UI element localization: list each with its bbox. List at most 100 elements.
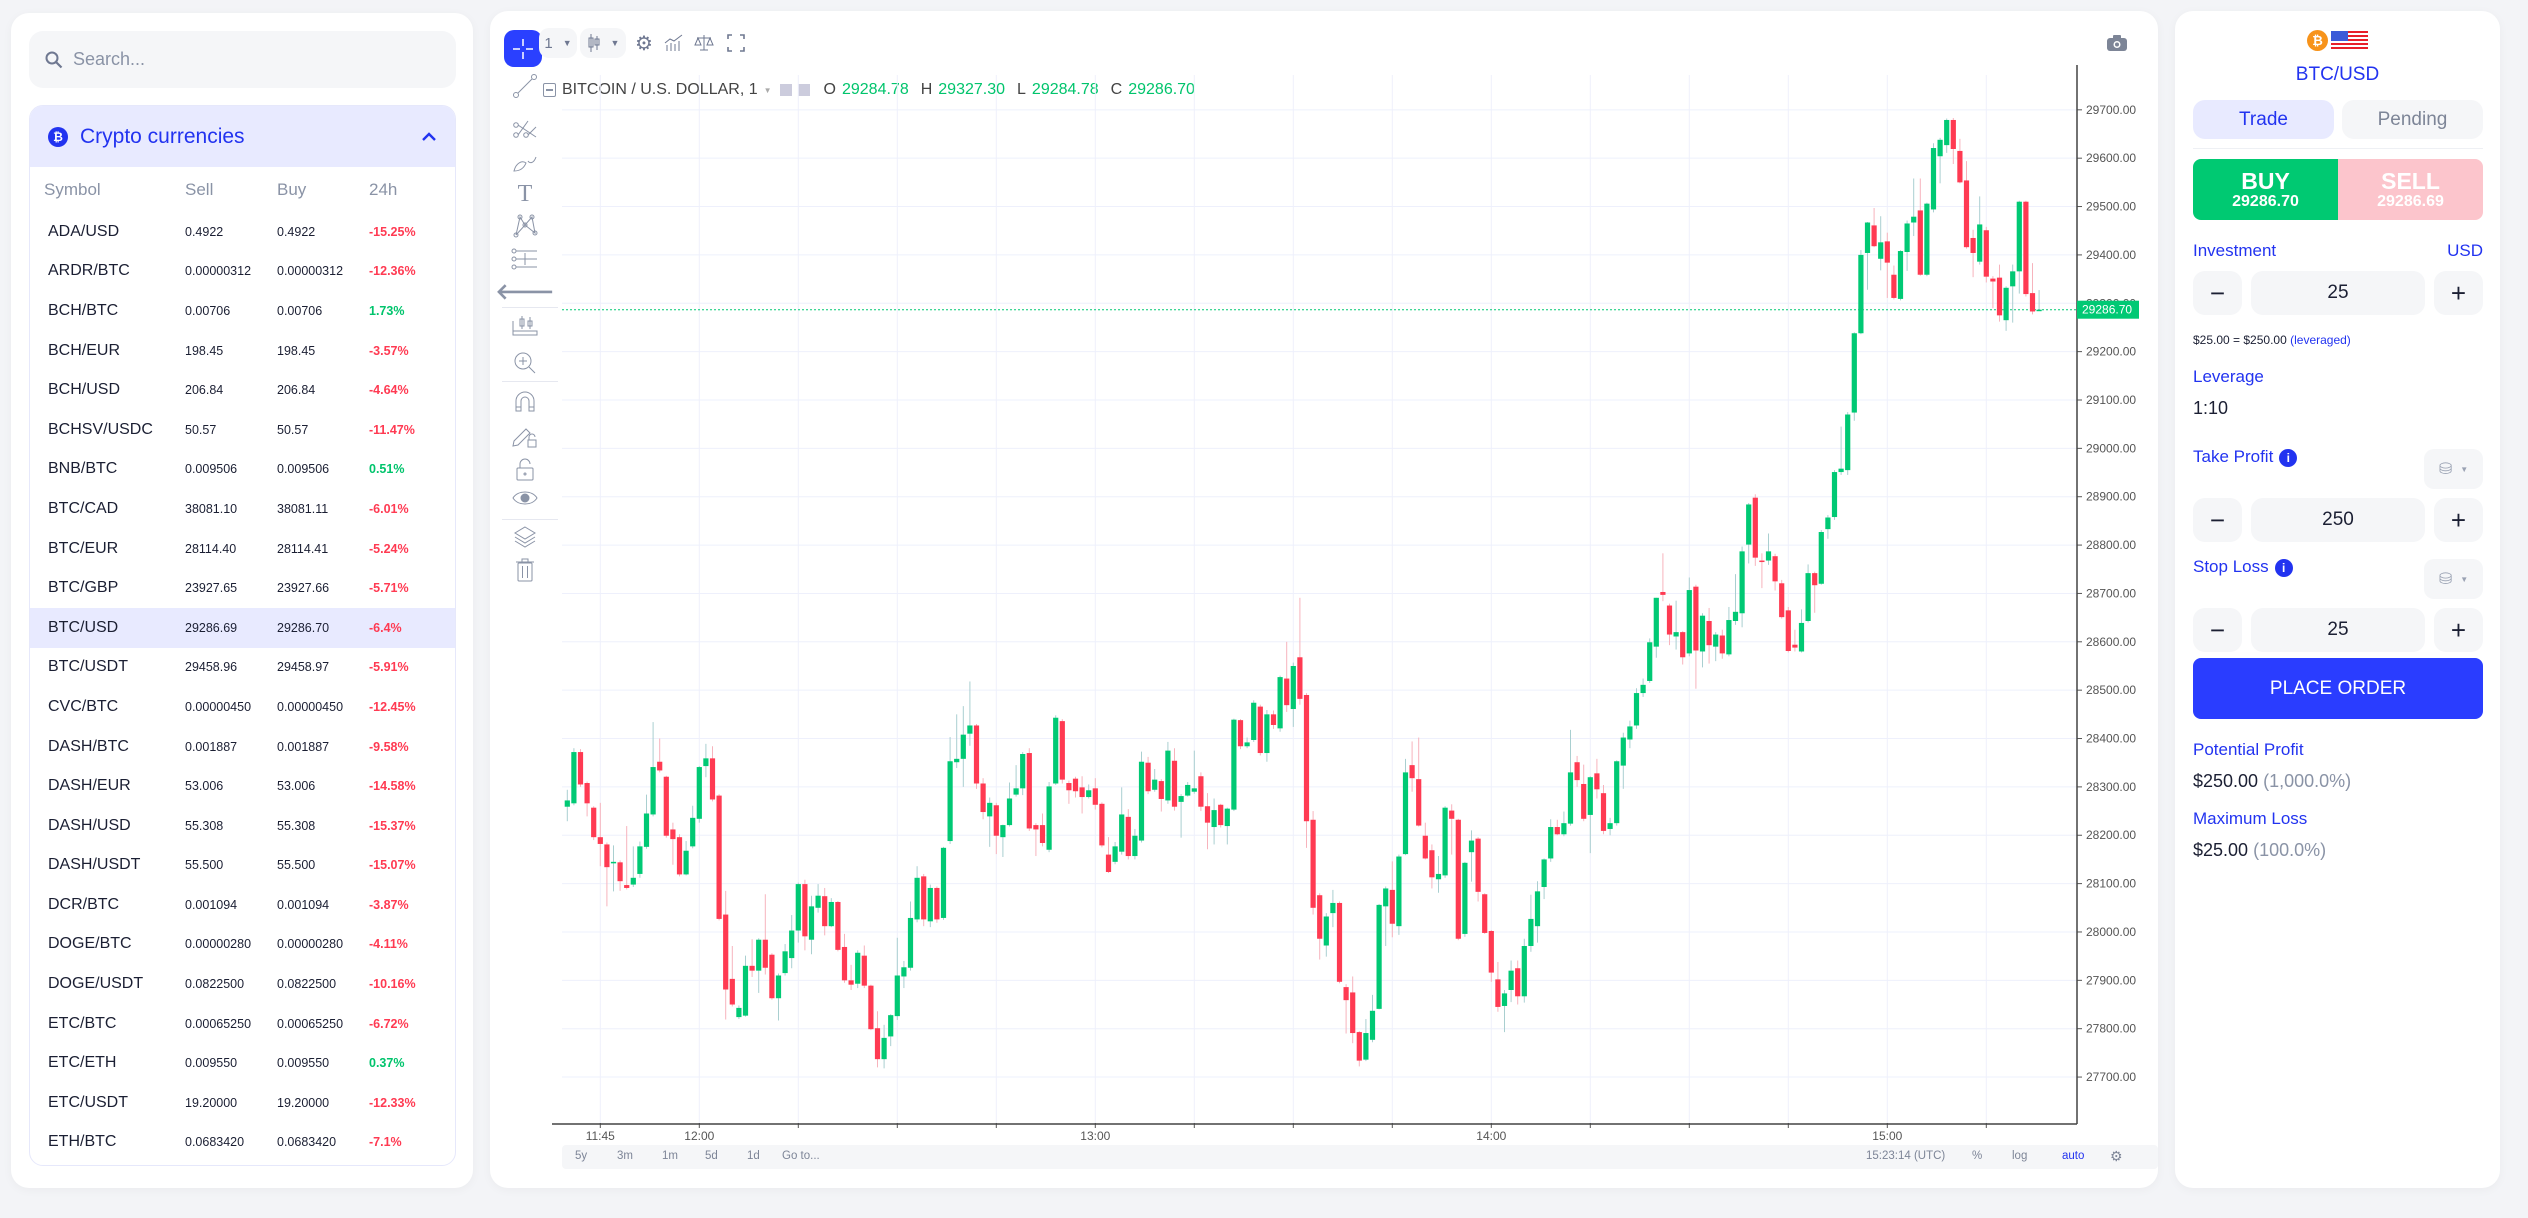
sell-button[interactable]: SELL 29286.69 (2338, 159, 2483, 220)
crypto-category-header[interactable]: ₿ Crypto currencies (30, 106, 455, 167)
watchlist-row[interactable]: ETC/BTC 0.00065250 0.00065250 -6.72% (30, 1004, 455, 1044)
range-5y[interactable]: 5y (575, 1150, 588, 1162)
investment-decrease-button[interactable]: − (2193, 271, 2242, 315)
candles-icon (588, 34, 600, 52)
percent-scale-toggle[interactable]: % (1972, 1150, 1983, 1162)
remove-drawings-tool[interactable] (490, 558, 560, 582)
compare-button[interactable] (692, 31, 716, 55)
fullscreen-button[interactable] (724, 31, 748, 55)
watchlist-row[interactable]: BTC/EUR 28114.40 28114.41 -5.24% (30, 529, 455, 569)
search-input[interactable] (73, 49, 433, 70)
trend-line-tool[interactable] (490, 73, 560, 99)
visibility-tool[interactable] (490, 489, 560, 507)
row-24h-change: -3.87% (369, 897, 409, 912)
search-box[interactable] (29, 31, 456, 88)
watchlist-row[interactable]: CVC/BTC 0.00000450 0.00000450 -12.45% (30, 687, 455, 727)
take-profit-increase-button[interactable]: + (2434, 498, 2483, 542)
take-profit-mode-dropdown[interactable]: ⛁ ▼ (2424, 449, 2483, 489)
stop-loss-input[interactable]: 25 (2251, 608, 2425, 652)
watchlist-row[interactable]: DASH/USD 55.308 55.308 -15.37% (30, 806, 455, 846)
stop-loss-increase-button[interactable]: + (2434, 608, 2483, 652)
auto-scale-toggle[interactable]: auto (2062, 1150, 2085, 1162)
place-order-button[interactable]: PLACE ORDER (2193, 658, 2483, 719)
row-24h-change: 0.37% (369, 1056, 405, 1071)
row-sell-price: 29458.96 (185, 660, 238, 675)
row-sell-price: 0.00706 (185, 303, 231, 318)
range-1d[interactable]: 1d (747, 1150, 760, 1162)
back-button[interactable]: 🡐 (490, 279, 560, 305)
pitchfork-tool[interactable] (490, 119, 560, 141)
watchlist-row[interactable]: BNB/BTC 0.009506 0.009506 0.51% (30, 450, 455, 490)
watchlist-row[interactable]: ARDR/BTC 0.00000312 0.00000312 -12.36% (30, 252, 455, 292)
watchlist-row[interactable]: DOGE/USDT 0.0822500 0.0822500 -10.16% (30, 964, 455, 1004)
info-icon[interactable]: i (2279, 448, 2298, 467)
watchlist-row[interactable]: BCH/USD 206.84 206.84 -4.64% (30, 370, 455, 410)
investment-increase-button[interactable]: + (2434, 271, 2483, 315)
row-sell-price: 0.00000312 (185, 264, 252, 279)
watchlist-row[interactable]: DOGE/BTC 0.00000280 0.00000280 -4.11% (30, 925, 455, 965)
zoom-in-tool[interactable] (490, 351, 560, 375)
gear-icon[interactable]: ⚙ (2110, 1148, 2123, 1164)
watchlist-row[interactable]: DCR/BTC 0.001094 0.001094 -3.87% (30, 885, 455, 925)
row-buy-price: 198.45 (277, 343, 316, 358)
clock-utc[interactable]: 15:23:14 (UTC) (1866, 1150, 1946, 1162)
watchlist-row[interactable]: BTC/USDT 29458.96 29458.97 -5.91% (30, 648, 455, 688)
tab-pending[interactable]: Pending (2342, 100, 2483, 139)
log-scale-toggle[interactable]: log (2012, 1150, 2028, 1162)
watchlist-row[interactable]: BCH/EUR 198.45 198.45 -3.57% (30, 331, 455, 371)
chart-type-dropdown[interactable]: ▼ (580, 28, 626, 58)
buy-sell-buttons: BUY 29286.70 SELL 29286.69 (2193, 159, 2483, 220)
lock-tool[interactable] (490, 457, 560, 481)
tab-trade[interactable]: Trade (2193, 100, 2334, 139)
investment-input[interactable]: 25 (2251, 271, 2425, 315)
plus-icon: + (2450, 504, 2467, 535)
indicators-button[interactable] (662, 31, 686, 55)
goto-date-button[interactable]: Go to... (782, 1150, 820, 1162)
watchlist-row[interactable]: ADA/USD 0.4922 0.4922 -15.25% (30, 212, 455, 252)
watchlist-row[interactable]: DASH/BTC 0.001887 0.001887 -9.58% (30, 727, 455, 767)
long-position-tool[interactable] (490, 315, 560, 337)
potential-profit-value: $250.00 (1,000.0%) (2193, 771, 2351, 792)
crosshair-tool-button[interactable] (504, 30, 542, 67)
leverage-value: 1:10 (2193, 398, 2229, 418)
watchlist-row[interactable]: DASH/USDT 55.500 55.500 -15.07% (30, 846, 455, 886)
potential-profit-amount: $250.00 (2193, 771, 2259, 791)
interval-dropdown[interactable]: 1 ▼ (539, 28, 577, 58)
range-3m[interactable]: 3m (617, 1150, 633, 1162)
magnet-tool[interactable] (490, 391, 560, 413)
collapse-legend-icon[interactable] (543, 83, 556, 97)
visibility-icon[interactable] (779, 84, 792, 96)
watchlist-row[interactable]: DASH/EUR 53.006 53.006 -14.58% (30, 766, 455, 806)
watchlist-panel: ₿ Crypto currencies Symbol Sell Buy 24h … (11, 13, 473, 1188)
row-buy-price: 28114.41 (277, 541, 329, 556)
screenshot-button[interactable] (2104, 31, 2130, 55)
watchlist-row[interactable]: ETH/BTC 0.0683420 0.0683420 -7.1% (30, 1123, 455, 1163)
row-buy-price: 53.006 (277, 779, 316, 794)
object-tree-tool[interactable] (490, 525, 560, 549)
caret-down-icon[interactable]: ▼ (763, 85, 772, 95)
watchlist-row[interactable]: ETC/USDT 19.20000 19.20000 -12.33% (30, 1083, 455, 1123)
watchlist-row[interactable]: BTC/USD 29286.69 29286.70 -6.4% (30, 607, 455, 648)
range-5d[interactable]: 5d (705, 1150, 718, 1162)
lock-drawings-tool[interactable] (490, 425, 560, 449)
text-tool[interactable]: T (490, 181, 560, 208)
settings-button[interactable]: ⚙ (632, 31, 656, 55)
brush-tool[interactable] (490, 151, 560, 173)
buy-button[interactable]: BUY 29286.70 (2193, 159, 2338, 220)
measure-tool[interactable] (490, 248, 560, 270)
watchlist-row[interactable]: ETC/ETH 0.009550 0.009550 0.37% (30, 1043, 455, 1083)
stop-loss-decrease-button[interactable]: − (2193, 608, 2242, 652)
watchlist-row[interactable]: BCH/BTC 0.00706 0.00706 1.73% (30, 291, 455, 331)
divider (502, 519, 558, 520)
settings-small-icon[interactable] (797, 84, 810, 96)
info-icon[interactable]: i (2274, 558, 2293, 577)
watchlist-row[interactable]: BTC/GBP 23927.65 23927.66 -5.71% (30, 568, 455, 608)
watchlist-row[interactable]: BCHSV/USDC 50.57 50.57 -11.47% (30, 410, 455, 450)
chevron-up-icon[interactable] (421, 131, 437, 142)
take-profit-decrease-button[interactable]: − (2193, 498, 2242, 542)
range-1m[interactable]: 1m (662, 1150, 678, 1162)
watchlist-row[interactable]: BTC/CAD 38081.10 38081.11 -6.01% (30, 489, 455, 529)
stop-loss-mode-dropdown[interactable]: ⛁ ▼ (2424, 559, 2483, 599)
take-profit-input[interactable]: 250 (2251, 498, 2425, 542)
pattern-tool[interactable] (490, 214, 560, 238)
